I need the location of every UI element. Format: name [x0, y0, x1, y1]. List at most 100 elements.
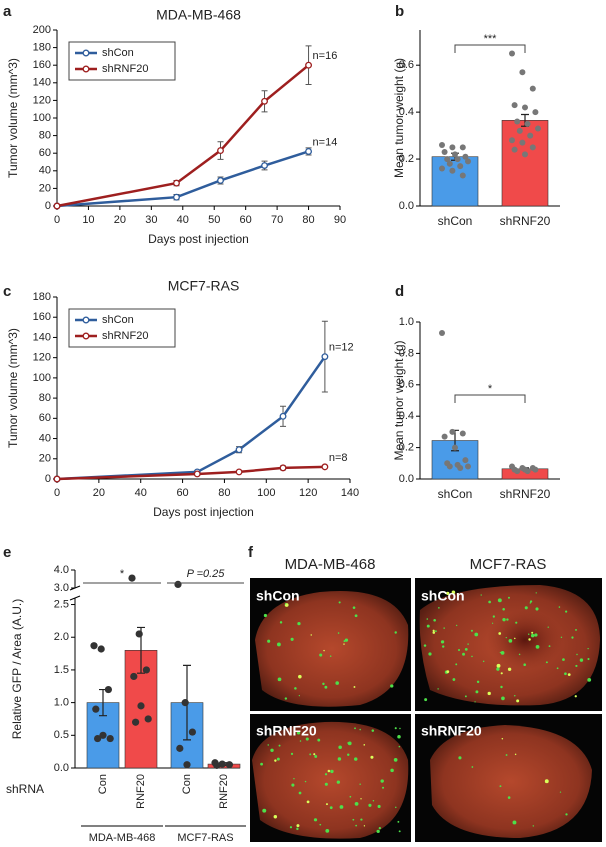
- data-point: [90, 642, 98, 650]
- gfp-spot: [446, 591, 450, 596]
- gfp-spot: [323, 649, 325, 652]
- data-point: [279, 464, 287, 472]
- gfp-spot: [319, 653, 323, 657]
- gfp-spot: [576, 653, 578, 656]
- gfp-spot: [564, 672, 567, 676]
- gfp-spot: [296, 731, 301, 735]
- y-tick-label: 40: [39, 432, 51, 444]
- gfp-spot: [500, 651, 505, 655]
- x-tick-label: 80: [302, 214, 314, 226]
- x-tick-label: 40: [177, 214, 189, 226]
- gfp-spot: [508, 639, 513, 643]
- gfp-spot: [324, 782, 328, 786]
- gfp-spot: [390, 768, 394, 773]
- gfp-spot: [514, 753, 517, 756]
- gfp-spot: [317, 738, 321, 742]
- n-label: n=12: [329, 342, 354, 354]
- gfp-spot: [290, 637, 294, 641]
- gfp-spot: [368, 803, 372, 807]
- gfp-spot: [398, 745, 401, 748]
- gfp-spot: [329, 655, 332, 657]
- gfp-spot: [507, 667, 512, 672]
- data-point: [532, 466, 539, 473]
- y-tick-label: 80: [39, 130, 51, 142]
- gfp-spot: [390, 684, 394, 688]
- group-label: MCF7-RAS: [177, 832, 233, 844]
- gfp-spot: [426, 624, 430, 628]
- y-tick-label: 200: [33, 24, 51, 36]
- gfp-spot: [487, 691, 491, 696]
- gfp-spot: [398, 830, 401, 833]
- data-point: [444, 156, 451, 163]
- gfp-spot: [360, 798, 362, 800]
- gfp-spot: [442, 645, 445, 648]
- data-point: [217, 177, 224, 184]
- panel-letter: e: [3, 544, 11, 561]
- gfp-spot: [562, 658, 565, 661]
- gfp-spot: [535, 607, 539, 611]
- gfp-spot: [354, 757, 358, 761]
- y-tick-label: 1.0: [399, 316, 414, 328]
- gfp-spot: [531, 631, 534, 634]
- data-point: [509, 50, 515, 57]
- x-axis-title: Days post injection: [153, 505, 254, 519]
- y-tick-label: 0.0: [399, 473, 414, 485]
- x-tick-label: 30: [145, 214, 157, 226]
- gfp-spot: [309, 753, 312, 756]
- data-point: [522, 151, 528, 158]
- n-label: n=14: [313, 136, 338, 148]
- gfp-spot: [467, 643, 469, 645]
- y-axis-title: Relative GFP / Area (A.U.): [10, 599, 24, 740]
- y-tick-label: 120: [33, 94, 51, 106]
- gfp-spot: [273, 815, 278, 819]
- gfp-spot: [501, 737, 504, 740]
- data-point: [99, 731, 107, 739]
- data-point: [135, 630, 143, 638]
- legend-label: shCon: [102, 47, 134, 59]
- gfp-spot: [290, 752, 294, 755]
- gfp-spot: [499, 651, 501, 654]
- y-tick-label: 0.8: [399, 347, 414, 359]
- tissue: [430, 725, 592, 838]
- data-point: [97, 645, 105, 653]
- legend-marker: [82, 332, 90, 340]
- gfp-spot: [462, 652, 465, 656]
- gfp-spot: [377, 804, 381, 809]
- gfp-spot: [496, 663, 501, 668]
- gfp-spot: [507, 796, 511, 799]
- legend-label: shRNF20: [102, 63, 148, 75]
- data-point: [446, 463, 453, 470]
- gfp-spot: [498, 632, 502, 635]
- gfp-spot: [299, 740, 302, 742]
- gfp-spot: [438, 607, 440, 609]
- y-tick-label: 20: [39, 182, 51, 194]
- gfp-spot: [528, 638, 531, 641]
- gfp-spot: [363, 825, 366, 827]
- gfp-spot: [262, 808, 267, 813]
- gfp-spot: [428, 652, 432, 656]
- gfp-spot: [451, 590, 456, 595]
- gfp-spot: [296, 824, 300, 828]
- gfp-spot: [497, 598, 502, 603]
- panel-letter: a: [3, 3, 12, 20]
- data-point: [128, 574, 136, 582]
- data-point: [217, 147, 224, 155]
- gfp-spot: [426, 618, 429, 620]
- x-tick-label: 60: [176, 487, 188, 499]
- gfp-spot: [516, 699, 520, 703]
- panel-letter: f: [248, 544, 254, 561]
- gfp-spot: [567, 673, 571, 677]
- gfp-spot: [363, 744, 366, 746]
- gfp-spot: [371, 729, 375, 732]
- data-point: [193, 470, 201, 478]
- gfp-spot: [464, 648, 468, 651]
- gfp-spot: [325, 828, 330, 833]
- gfp-spot: [502, 617, 506, 622]
- n-label: n=16: [313, 50, 338, 62]
- data-point: [439, 141, 445, 148]
- gfp-spot: [446, 670, 450, 674]
- gfp-spot: [313, 753, 316, 756]
- legend: [68, 308, 176, 348]
- data-point: [462, 153, 469, 160]
- gfp-spot: [524, 606, 528, 610]
